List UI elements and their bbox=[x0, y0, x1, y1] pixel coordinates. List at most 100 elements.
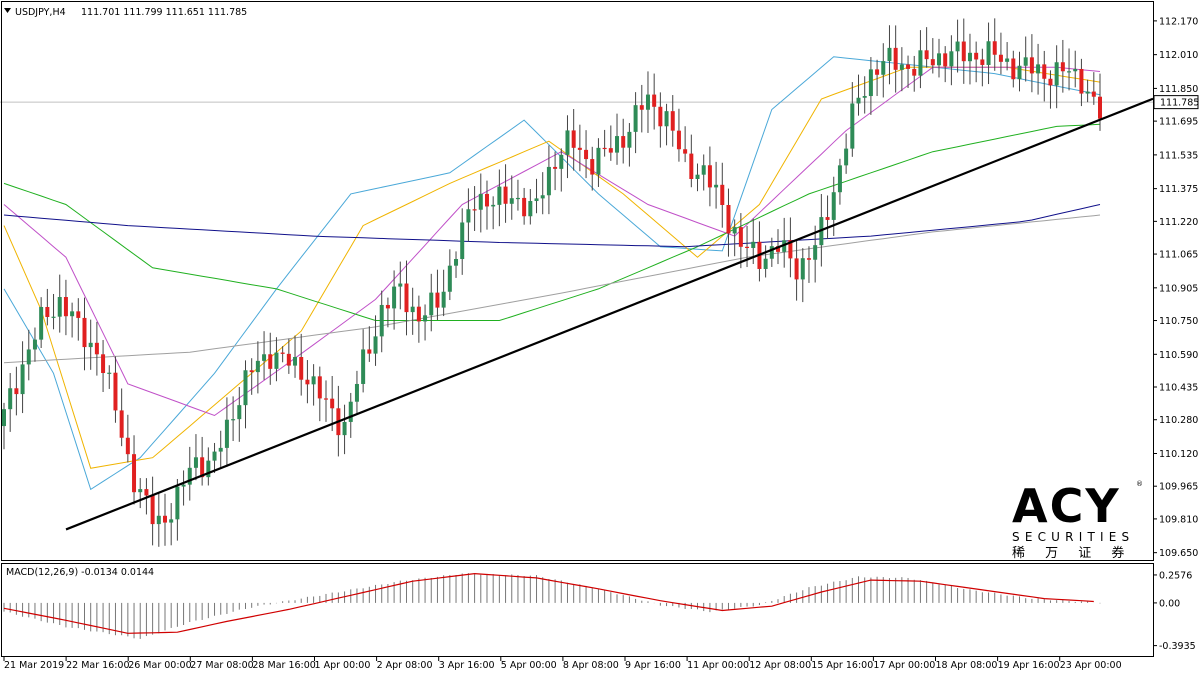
candle-body bbox=[522, 197, 527, 217]
candle-body bbox=[701, 165, 706, 175]
y-tick-label: 111.065 bbox=[1159, 250, 1198, 261]
candle-body bbox=[454, 259, 459, 266]
candle-body bbox=[330, 398, 335, 409]
candle-body bbox=[404, 283, 409, 313]
y-tick-label: 111.850 bbox=[1159, 84, 1198, 95]
candle-body bbox=[534, 198, 539, 202]
candle-body bbox=[82, 317, 87, 348]
trendline[interactable] bbox=[65, 97, 1154, 531]
candle-body bbox=[212, 451, 217, 461]
y-tick-label: 111.220 bbox=[1159, 217, 1198, 228]
candle-body bbox=[14, 388, 19, 395]
candle-body bbox=[763, 258, 768, 269]
candle-body bbox=[1079, 68, 1084, 94]
candle-body bbox=[1017, 65, 1022, 80]
moving-average-line bbox=[3, 66, 1101, 469]
candle-body bbox=[237, 405, 242, 420]
candlesticks bbox=[2, 18, 1102, 547]
logo-chinese-text: 稀 万 证 券 bbox=[1012, 545, 1132, 561]
x-tick-label: 15 Apr 16:00 bbox=[811, 660, 873, 671]
y-tick-label: 110.280 bbox=[1159, 415, 1198, 426]
collapse-triangle-icon[interactable] bbox=[4, 8, 11, 13]
candle-body bbox=[497, 186, 502, 205]
candle-body bbox=[385, 304, 390, 309]
candle-body bbox=[751, 241, 756, 248]
candle-body bbox=[546, 166, 551, 196]
y-tick-label: 111.535 bbox=[1159, 150, 1198, 161]
candle-body bbox=[138, 489, 143, 493]
candle-body bbox=[813, 245, 818, 260]
y-axis-ticks: 112.170 112.010 111.850 111.695 111.535 111.3… bbox=[1153, 16, 1198, 559]
moving-average-line bbox=[3, 214, 1101, 364]
candle-body bbox=[998, 54, 1003, 62]
x-tick-label: 23 Apr 00:00 bbox=[1060, 660, 1122, 671]
candle-body bbox=[274, 352, 279, 369]
candle-body bbox=[949, 51, 954, 67]
x-tick-label: 2 Apr 08:00 bbox=[377, 660, 433, 671]
candle-body bbox=[974, 52, 979, 60]
y-tick-label: 112.170 bbox=[1159, 16, 1198, 27]
macd-signal-line bbox=[3, 572, 1094, 634]
candle-body bbox=[379, 304, 384, 337]
candle-body bbox=[193, 457, 198, 468]
macd-pane[interactable]: MACD(12,26,9) -0.0134 0.0144 0.2576 0.00 -… bbox=[3, 567, 1196, 652]
x-tick-label: 9 Apr 16:00 bbox=[625, 660, 681, 671]
x-tick-label: 27 Mar 08:00 bbox=[190, 660, 253, 671]
candle-body bbox=[107, 372, 112, 374]
candle-body bbox=[887, 47, 892, 62]
candle-body bbox=[806, 258, 811, 260]
y-tick-label: 110.435 bbox=[1159, 383, 1198, 394]
y-tick-label: 112.010 bbox=[1159, 50, 1198, 61]
candle-body bbox=[45, 306, 50, 317]
candle-body bbox=[169, 519, 174, 523]
candle-body bbox=[689, 153, 694, 179]
candle-body bbox=[943, 53, 948, 67]
x-tick-label: 1 Apr 00:00 bbox=[315, 660, 371, 671]
chart-ohlc-values: 111.701 111.799 111.651 111.785 bbox=[81, 7, 247, 18]
candle-body bbox=[788, 240, 793, 259]
moving-average-line bbox=[3, 204, 1101, 248]
candle-body bbox=[683, 149, 688, 154]
candle-body bbox=[398, 283, 403, 287]
x-tick-label: 18 Apr 08:00 bbox=[936, 660, 998, 671]
candle-body bbox=[1067, 71, 1072, 73]
candle-body bbox=[63, 297, 68, 317]
candle-body bbox=[893, 47, 898, 70]
candle-body bbox=[825, 217, 830, 220]
candle-body bbox=[231, 419, 236, 421]
y-tick-label: 109.810 bbox=[1159, 514, 1198, 525]
candle-body bbox=[918, 50, 923, 76]
candle-body bbox=[323, 398, 328, 400]
candle-body bbox=[1091, 91, 1096, 97]
candle-body bbox=[348, 401, 353, 422]
candle-body bbox=[1029, 57, 1034, 74]
candle-body bbox=[361, 349, 366, 384]
candle-body bbox=[484, 193, 489, 207]
candle-body bbox=[602, 147, 607, 150]
candle-body bbox=[466, 209, 471, 223]
candle-body bbox=[553, 166, 558, 169]
candle-body bbox=[992, 41, 997, 55]
main-price-pane[interactable]: 112.170 112.010 111.850 111.695 111.535 111.3… bbox=[0, 7, 1199, 559]
x-tick-label: 5 Apr 00:00 bbox=[501, 660, 557, 671]
candle-body bbox=[955, 41, 960, 52]
candle-body bbox=[862, 96, 867, 98]
logo-brand-text: ACY bbox=[1012, 479, 1121, 533]
candle-body bbox=[967, 52, 972, 62]
candle-body bbox=[88, 342, 93, 348]
candle-body bbox=[639, 105, 644, 110]
candle-body bbox=[392, 286, 397, 309]
candle-body bbox=[447, 265, 452, 292]
candle-body bbox=[119, 410, 124, 438]
candle-body bbox=[32, 339, 37, 350]
candle-body bbox=[584, 149, 589, 160]
candle-body bbox=[658, 106, 663, 127]
candle-body bbox=[26, 349, 31, 365]
candle-body bbox=[621, 136, 626, 148]
candle-body bbox=[20, 364, 25, 395]
candle-body bbox=[615, 136, 620, 153]
candle-body bbox=[930, 59, 935, 66]
candle-body bbox=[509, 198, 514, 204]
